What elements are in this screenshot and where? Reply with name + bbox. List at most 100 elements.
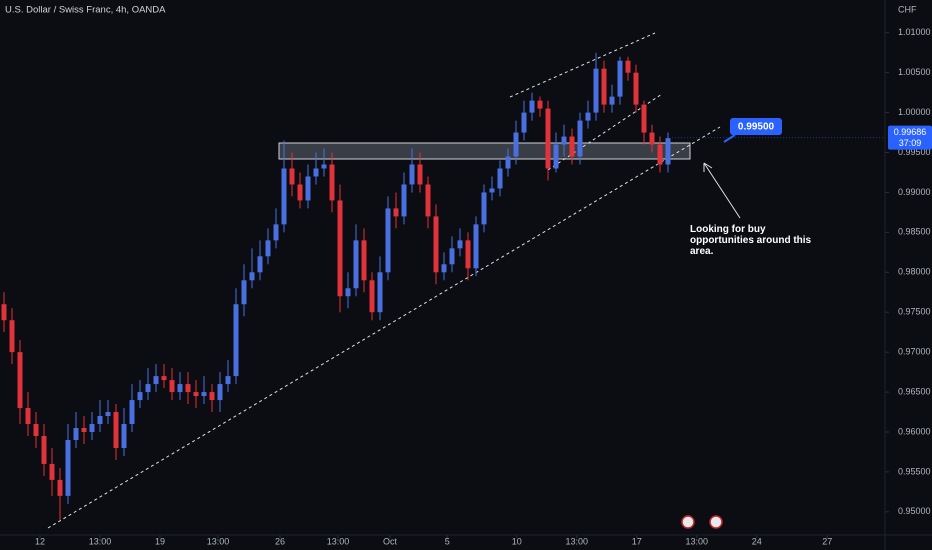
candle-body <box>257 256 263 273</box>
candle-body <box>57 479 63 496</box>
candle-body <box>609 96 615 105</box>
candle-body <box>193 392 199 397</box>
event-icon <box>709 515 723 529</box>
candle-body <box>593 68 599 113</box>
price-callout-text: 0.99500 <box>738 122 775 133</box>
candle-body <box>457 240 463 249</box>
candle-body <box>561 136 567 145</box>
candle-body <box>97 416 103 425</box>
y-tick-label: 0.98500 <box>898 227 931 237</box>
candle-body <box>161 376 167 381</box>
candle-body <box>329 164 335 201</box>
y-tick-label: 1.00500 <box>898 67 931 77</box>
x-tick-label: 12 <box>35 536 45 546</box>
candle-body <box>209 392 215 401</box>
arrow-line <box>703 162 741 219</box>
candle-body <box>17 352 23 409</box>
y-tick-label: 0.99000 <box>898 187 931 197</box>
candle-body <box>641 104 647 133</box>
candle-body <box>529 100 535 113</box>
candle-body <box>513 132 519 157</box>
candle-body <box>465 240 471 269</box>
candle-body <box>65 439 71 496</box>
candle-body <box>337 200 343 297</box>
candle-body <box>265 240 271 257</box>
candle-body <box>145 384 151 393</box>
candle-body <box>129 400 135 425</box>
y-tick-label: 0.95500 <box>898 466 931 476</box>
candle-body <box>1 304 7 321</box>
candle-body <box>633 72 639 105</box>
candle-body <box>273 224 279 241</box>
y-tick-label: 0.99500 <box>898 147 931 157</box>
price-callout <box>730 118 782 135</box>
candle-body <box>153 376 159 385</box>
candle-body <box>601 68 607 105</box>
candle-body <box>489 188 495 193</box>
y-tick-label: 0.97000 <box>898 347 931 357</box>
x-tick-label: 5 <box>445 536 450 546</box>
candle-body <box>449 248 455 265</box>
candle-body <box>409 164 415 185</box>
x-tick-label: 13:00 <box>327 536 350 546</box>
candle-body <box>169 380 175 393</box>
candle-body <box>353 240 359 289</box>
event-icons <box>681 515 723 529</box>
candle-body <box>281 168 287 225</box>
candle-body <box>81 428 87 432</box>
candle-body <box>425 184 431 217</box>
candle-body <box>241 280 247 305</box>
last-price-label: 0.99686 <box>894 127 927 137</box>
candle-body <box>249 272 255 281</box>
x-tick-label: 19 <box>155 536 165 546</box>
label-pointer <box>723 134 736 143</box>
x-tick-label: 10 <box>512 536 522 546</box>
x-tick-label: 24 <box>752 536 762 546</box>
candle-body <box>369 280 375 313</box>
note-box: Looking for buy opportunities around thi… <box>690 224 812 257</box>
candle-body <box>41 435 47 464</box>
x-tick-label: 13:00 <box>207 536 230 546</box>
candle-body <box>537 100 543 109</box>
candle-body <box>177 384 183 393</box>
candle-body <box>585 112 591 121</box>
candle-body <box>113 412 119 448</box>
y-tick-label: 0.97500 <box>898 307 931 317</box>
x-tick-label: 13:00 <box>686 536 709 546</box>
candle-body <box>33 424 39 436</box>
candle-body <box>625 60 631 73</box>
candle-body <box>545 108 551 169</box>
candle-body <box>617 60 623 97</box>
candle-body <box>361 240 367 281</box>
candle-body <box>433 216 439 273</box>
candle-body <box>217 384 223 401</box>
candle-body <box>657 144 663 165</box>
x-tick-label: 13:00 <box>566 536 589 546</box>
candle-body <box>577 120 583 157</box>
candle-body <box>201 392 207 397</box>
candle-body <box>521 112 527 133</box>
y-tick-label: 1.00000 <box>898 107 931 117</box>
last-price-tag <box>888 125 932 150</box>
candle-body <box>321 164 327 169</box>
candle-body <box>473 224 479 269</box>
candle-body <box>665 138 671 165</box>
note-text: Looking for buy opportunities around thi… <box>690 224 812 257</box>
candle-body <box>345 288 351 297</box>
x-tick-label: 26 <box>275 536 285 546</box>
y-tick-label: 0.96500 <box>898 386 931 396</box>
candle-body <box>185 384 191 393</box>
candle-body <box>305 176 311 201</box>
candle-body <box>289 168 295 185</box>
candle-body <box>121 424 127 448</box>
channel-top <box>509 32 656 98</box>
support-zone <box>278 142 691 160</box>
candle-body <box>105 412 111 417</box>
candle-body <box>137 392 143 401</box>
candle-body <box>377 272 383 313</box>
x-tick-label: 13:00 <box>89 536 112 546</box>
y-tick-label: 0.95000 <box>898 506 931 516</box>
candle-body <box>417 164 423 185</box>
candle-body <box>393 208 399 217</box>
